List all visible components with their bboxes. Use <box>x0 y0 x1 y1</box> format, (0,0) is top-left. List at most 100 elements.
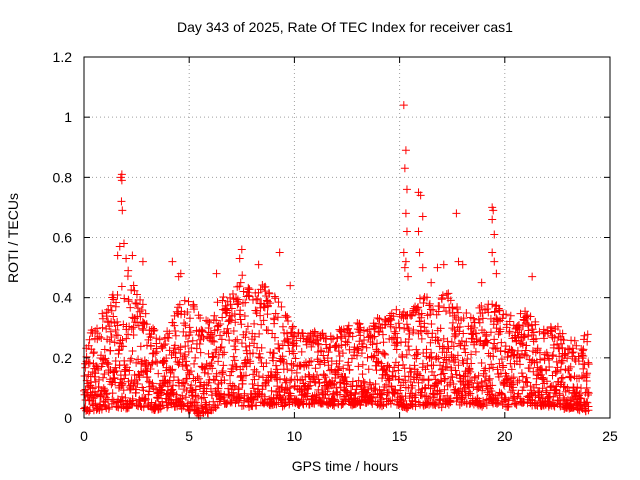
data-point <box>417 309 426 318</box>
data-point <box>342 386 351 395</box>
data-point <box>556 365 565 374</box>
data-point <box>354 376 363 385</box>
x-tick-label: 5 <box>185 428 193 444</box>
data-point <box>497 355 506 364</box>
data-point <box>141 366 150 375</box>
data-point <box>244 291 253 300</box>
data-point <box>403 404 412 413</box>
data-point <box>480 376 489 385</box>
data-point <box>388 396 397 405</box>
data-point <box>132 290 141 299</box>
data-point <box>363 327 372 336</box>
data-point <box>128 347 137 356</box>
data-point <box>499 363 508 372</box>
data-point <box>217 335 226 344</box>
data-point <box>131 298 140 307</box>
data-point <box>271 361 280 370</box>
data-point <box>137 359 146 368</box>
data-point <box>353 344 362 353</box>
data-point <box>548 352 557 361</box>
data-point <box>578 354 587 363</box>
data-point <box>394 361 403 370</box>
data-point <box>463 354 472 363</box>
data-point <box>113 331 122 340</box>
data-point <box>272 400 281 409</box>
data-point <box>329 334 338 343</box>
data-point <box>260 392 269 401</box>
data-point <box>289 360 298 369</box>
data-point <box>151 349 160 358</box>
data-point <box>575 389 584 398</box>
data-point <box>513 346 522 355</box>
data-point <box>118 392 127 401</box>
data-point <box>207 330 216 339</box>
data-point <box>99 373 108 382</box>
data-point <box>139 403 148 412</box>
data-point <box>214 321 223 330</box>
data-point <box>379 338 388 347</box>
outlier-point <box>401 209 410 218</box>
data-point <box>434 336 443 345</box>
data-point <box>327 357 336 366</box>
data-point <box>186 328 195 337</box>
data-point <box>455 400 464 409</box>
data-point <box>422 293 431 302</box>
data-point <box>171 326 180 335</box>
data-point <box>584 389 593 398</box>
data-point <box>184 368 193 377</box>
data-point <box>553 367 562 376</box>
data-point <box>328 401 337 410</box>
data-point <box>193 372 202 381</box>
data-point <box>389 312 398 321</box>
data-point <box>370 351 379 360</box>
outlier-point <box>117 176 126 185</box>
data-point <box>579 364 588 373</box>
data-point <box>210 311 219 320</box>
data-point <box>138 317 147 326</box>
data-point <box>227 304 236 313</box>
data-point <box>322 334 331 343</box>
data-point <box>107 380 116 389</box>
data-point <box>129 323 138 332</box>
data-point <box>92 391 101 400</box>
data-point <box>509 373 518 382</box>
data-point <box>96 400 105 409</box>
data-point <box>214 357 223 366</box>
outlier-point <box>477 278 486 287</box>
data-point <box>408 381 417 390</box>
data-point <box>439 369 448 378</box>
data-point <box>459 314 468 323</box>
data-point <box>263 310 272 319</box>
data-point <box>381 350 390 359</box>
data-point <box>281 378 290 387</box>
data-point <box>558 356 567 365</box>
data-point <box>519 398 528 407</box>
data-point <box>234 384 243 393</box>
data-point <box>183 307 192 316</box>
data-point <box>515 376 524 385</box>
data-point <box>305 333 314 342</box>
data-point <box>216 331 225 340</box>
data-point <box>509 393 518 402</box>
data-point <box>417 313 426 322</box>
data-point <box>477 301 486 310</box>
data-point <box>182 361 191 370</box>
data-point <box>128 399 137 408</box>
data-point <box>448 373 457 382</box>
data-points <box>80 101 593 420</box>
data-point <box>96 392 105 401</box>
data-point <box>405 346 414 355</box>
data-point <box>477 377 486 386</box>
data-point <box>231 345 240 354</box>
data-point <box>187 367 196 376</box>
data-point <box>140 396 149 405</box>
data-point <box>564 364 573 373</box>
data-point <box>187 343 196 352</box>
data-point <box>105 322 114 331</box>
data-point <box>561 350 570 359</box>
data-point <box>141 309 150 318</box>
data-point <box>399 396 408 405</box>
data-point <box>488 300 497 309</box>
data-point <box>550 401 559 410</box>
data-point <box>185 323 194 332</box>
